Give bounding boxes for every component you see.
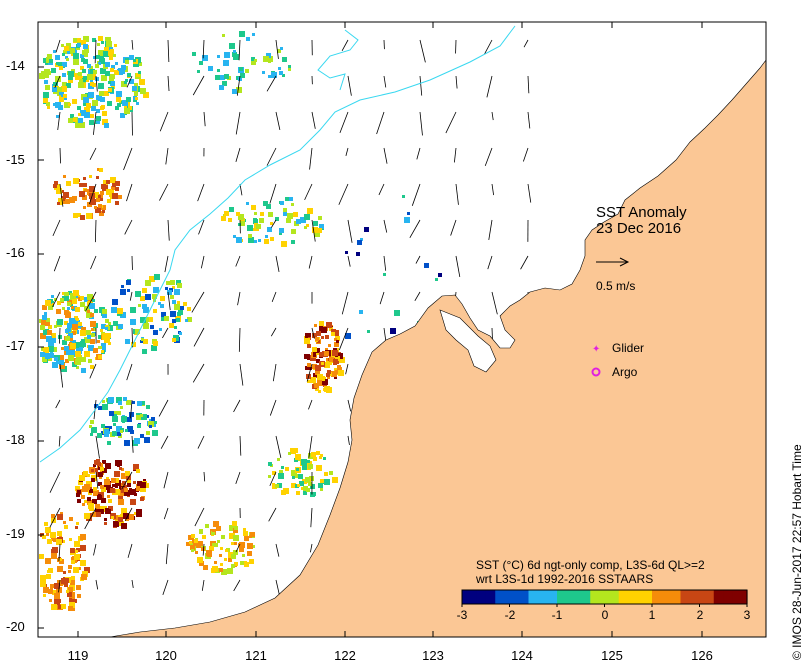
depth-contour [39,25,516,463]
argo-marker [591,367,601,377]
credit-text: © IMOS 28-Jun-2017 22:57 Hobart Time [790,444,804,660]
svg-text:✦: ✦ [592,344,600,355]
colorbar-tick-label: -3 [456,608,468,622]
colorbar-tick-label: 1 [648,608,656,622]
x-tick-label: 119 [67,648,89,663]
x-tick-label: 120 [155,648,177,663]
colorbar [461,589,748,607]
land-mass [109,22,767,638]
depth-contour-upper [317,29,359,91]
colorbar-tick-label: 3 [743,608,751,622]
colorbar-tick-label: -2 [504,608,516,622]
legend-glider-label: Glider [612,341,645,355]
plot-frame [37,21,767,638]
x-tick-label: 125 [601,648,623,663]
map-title-line2: 23 Dec 2016 [596,220,682,237]
x-tick-label: 126 [691,648,713,663]
colorbar-caption-line2: wrt L3S-1d 1992-2016 SSTAARS [476,572,654,586]
x-tick-label: 122 [334,648,356,663]
x-tick-label: 121 [245,648,267,663]
colorbar-tick-label: -1 [551,608,563,622]
colorbar-tick-label: 2 [696,608,704,622]
colorbar-caption-line1: SST (°C) 6d ngt-only comp, L3S-6d QL>=2 [476,558,705,572]
y-tick-label: -20 [6,619,25,634]
y-tick-label: -15 [6,152,25,167]
king-sound-inlet [439,309,497,373]
y-tick-label: -14 [6,58,25,73]
legend-argo-label: Argo [612,365,638,379]
velocity-scale-label: 0.5 m/s [596,279,636,293]
map-title-line1: SST Anomaly [596,204,687,221]
y-tick-label: -16 [6,245,25,260]
y-tick-label: -17 [6,338,25,353]
colorbar-tick-label: 0 [601,608,609,622]
glider-marker: ✦ [592,344,600,355]
x-tick-label: 124 [511,648,533,663]
velocity-scale-arrow [596,257,630,267]
sst-anomaly-pixels [39,31,532,611]
y-tick-label: -18 [6,432,25,447]
y-tick-label: -19 [6,526,25,541]
x-tick-label: 123 [422,648,444,663]
